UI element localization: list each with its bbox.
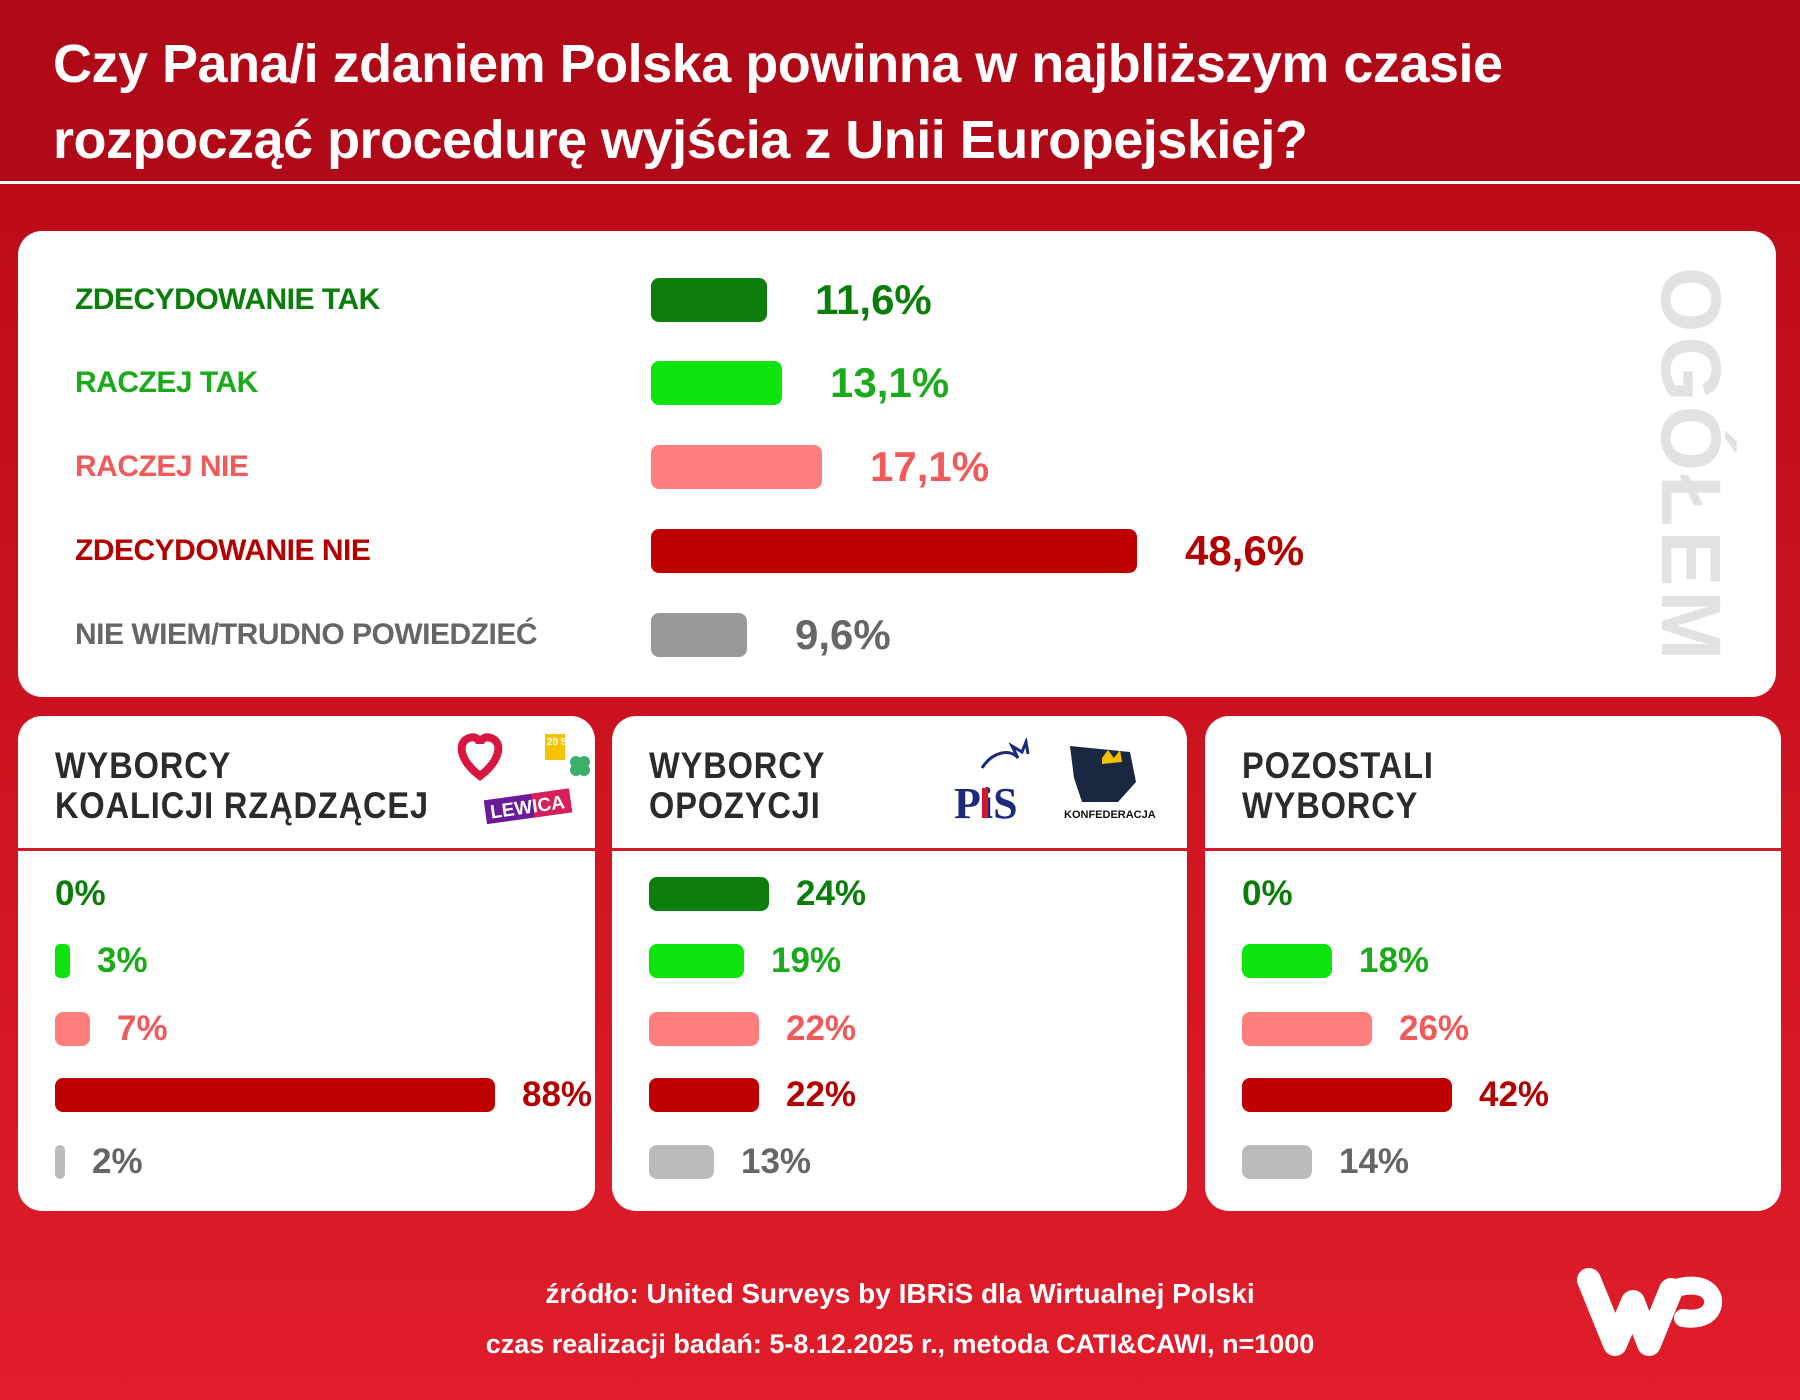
overall-panel: ZDECYDOWANIE TAK 11,6% RACZEJ TAK 13,1% RACZ… [18, 231, 1776, 697]
value-label: 9,6% [795, 611, 891, 658]
other-voters-panel: POZOSTALI WYBORCY 0% 18% 26% 42% 14% [1205, 716, 1781, 1211]
category-label: ZDECYDOWANIE NIE [75, 534, 371, 567]
bar [651, 613, 747, 657]
panel-title-line: WYBORCY [1242, 785, 1419, 826]
chart-title: Czy Pana/i zdaniem Polska powinna w najb… [53, 26, 1773, 178]
value-label: 11,6% [815, 276, 932, 323]
value-label: 17,1% [870, 443, 990, 490]
bar-raczej-nie [649, 1012, 759, 1046]
panel-title-line: OPOZYCJI [649, 785, 821, 826]
bar-nie-wiem [1242, 1145, 1312, 1179]
value-label: 3% [97, 941, 148, 980]
value-label: 7% [117, 1009, 168, 1048]
polska2050-logo [545, 734, 565, 760]
value-label: 14% [1339, 1142, 1410, 1181]
panel-divider [18, 848, 595, 851]
bar [651, 445, 822, 489]
bar-row-zdecydowanie-nie: ZDECYDOWANIE NIE 48,6% [18, 529, 1776, 573]
value-label: 22% [786, 1009, 857, 1048]
value-label: 0% [55, 874, 106, 913]
category-label: RACZEJ TAK [75, 366, 258, 399]
konfederacja-logo: KONFEDERACJA [1064, 746, 1156, 821]
value-label: 13,1% [830, 359, 950, 406]
bar-raczej-tak [649, 944, 744, 978]
bar-row-raczej-nie: RACZEJ NIE 17,1% [18, 445, 1776, 489]
value-label: 88% [522, 1075, 593, 1114]
panel-title: WYBORCY KOALICJI RZĄDZĄCEJ [55, 746, 429, 826]
bar-raczej-nie [55, 1012, 90, 1046]
panel-divider [1205, 848, 1781, 851]
value-label: 0% [1242, 874, 1293, 913]
pis-logo: PiS [954, 738, 1030, 828]
bar-nie-wiem [649, 1145, 714, 1179]
panel-title-line: WYBORCY [55, 745, 232, 786]
value-label: 24% [796, 874, 867, 913]
polska2050-text: 20 50 [547, 737, 572, 748]
coalition-party-logos: 20 50 LEWICA [457, 733, 590, 825]
bar-zdecydowanie-nie [649, 1078, 759, 1112]
lewica-logo-text: LEWICA [489, 792, 566, 823]
opposition-voters-panel: WYBORCY OPOZYCJI PiS KONFEDERACJA 24% 19%… [612, 716, 1187, 1211]
value-label: 19% [771, 941, 842, 980]
ko-heart-logo [457, 733, 503, 782]
panel-title: POZOSTALI WYBORCY [1242, 746, 1434, 826]
category-label: ZDECYDOWANIE TAK [75, 283, 380, 316]
coalition-voters-panel: WYBORCY KOALICJI RZĄDZĄCEJ 20 50 LEWICA … [18, 716, 595, 1211]
title-line-2: rozpocząć procedurę wyjścia z Unii Europ… [53, 110, 1308, 170]
konfederacja-logo-text: KONFEDERACJA [1064, 809, 1156, 821]
bar [651, 278, 767, 322]
psl-clover-logo [570, 756, 590, 776]
source-note: źródło: United Surveys by IBRiS dla Wirt… [545, 1278, 1255, 1309]
lewica-logo: LEWICA [483, 788, 573, 825]
bar-raczej-tak [55, 944, 70, 978]
bar-zdecydowanie-tak [649, 877, 769, 911]
bar [651, 529, 1137, 573]
value-label: 13% [741, 1142, 812, 1181]
bar-row-zdecydowanie-tak: ZDECYDOWANIE TAK 11,6% [18, 278, 1776, 322]
opposition-party-logos: PiS KONFEDERACJA [954, 738, 1156, 828]
bar-raczej-tak [1242, 944, 1332, 978]
overall-panel-title: OGÓŁEM [1644, 267, 1738, 665]
value-label: 2% [92, 1142, 143, 1181]
bar-row-raczej-tak: RACZEJ TAK 13,1% [18, 361, 1776, 405]
bar-raczej-nie [1242, 1012, 1372, 1046]
category-label: RACZEJ NIE [75, 450, 249, 483]
value-label: 18% [1359, 941, 1430, 980]
panel-title: WYBORCY OPOZYCJI [649, 746, 825, 826]
bar-zdecydowanie-nie [1242, 1078, 1452, 1112]
panel-title-line: KOALICJI RZĄDZĄCEJ [55, 785, 430, 826]
panel-title-line: WYBORCY [649, 745, 826, 786]
value-label: 26% [1399, 1009, 1470, 1048]
category-label: NIE WIEM/TRUDNO POWIEDZIEĆ [75, 618, 538, 651]
wp-logo [1577, 1268, 1722, 1356]
survey-details: czas realizacji badań: 5-8.12.2025 r., m… [485, 1329, 1315, 1359]
value-label: 48,6% [1185, 527, 1305, 574]
panel-title-line: POZOSTALI [1242, 745, 1434, 786]
bar-zdecydowanie-nie [55, 1078, 495, 1112]
footer: źródło: United Surveys by IBRiS dla Wirt… [0, 1276, 1800, 1362]
value-label: 42% [1479, 1075, 1550, 1114]
panel-divider [612, 848, 1187, 851]
title-line-1: Czy Pana/i zdaniem Polska powinna w najb… [53, 34, 1503, 94]
bar-nie-wiem [55, 1145, 65, 1179]
bar-row-nie-wiem: NIE WIEM/TRUDNO POWIEDZIEĆ 9,6% [18, 613, 1776, 657]
value-label: 22% [786, 1075, 857, 1114]
bar [651, 361, 782, 405]
header: Czy Pana/i zdaniem Polska powinna w najb… [0, 0, 1800, 184]
